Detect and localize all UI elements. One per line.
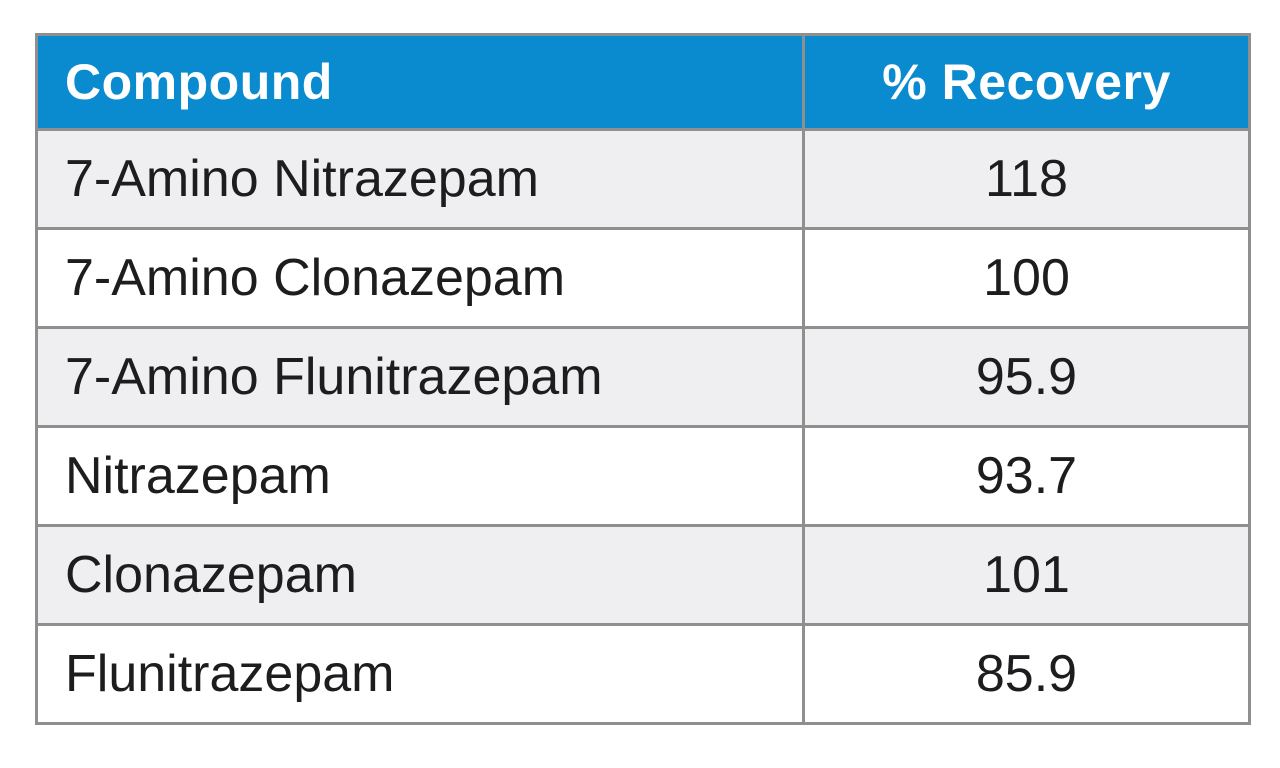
- table-row: 7-Amino Clonazepam 100: [35, 227, 1251, 329]
- table-row: Clonazepam 101: [35, 524, 1251, 626]
- recovery-column-header: % Recovery: [802, 33, 1251, 131]
- recovery-cell: 85.9: [802, 623, 1251, 725]
- compound-cell: 7-Amino Flunitrazepam: [35, 326, 805, 428]
- compound-cell: 7-Amino Clonazepam: [35, 227, 805, 329]
- table-header: Compound % Recovery: [35, 33, 1251, 131]
- compound-cell: Flunitrazepam: [35, 623, 805, 725]
- table-row: Nitrazepam 93.7: [35, 425, 1251, 527]
- recovery-cell: 100: [802, 227, 1251, 329]
- compound-cell: Nitrazepam: [35, 425, 805, 527]
- table-body: 7-Amino Nitrazepam 118 7-Amino Clonazepam 1…: [35, 128, 1251, 725]
- table-row: Flunitrazepam 85.9: [35, 623, 1251, 725]
- header-row: Compound % Recovery: [35, 33, 1251, 131]
- compound-cell: Clonazepam: [35, 524, 805, 626]
- recovery-cell: 101: [802, 524, 1251, 626]
- compound-column-header: Compound: [35, 33, 805, 131]
- recovery-cell: 118: [802, 128, 1251, 230]
- compound-cell: 7-Amino Nitrazepam: [35, 128, 805, 230]
- recovery-cell: 93.7: [802, 425, 1251, 527]
- table-row: 7-Amino Nitrazepam 118: [35, 128, 1251, 230]
- recovery-cell: 95.9: [802, 326, 1251, 428]
- table-row: 7-Amino Flunitrazepam 95.9: [35, 326, 1251, 428]
- recovery-table: Compound % Recovery 7-Amino Nitrazepam 11…: [35, 33, 1251, 725]
